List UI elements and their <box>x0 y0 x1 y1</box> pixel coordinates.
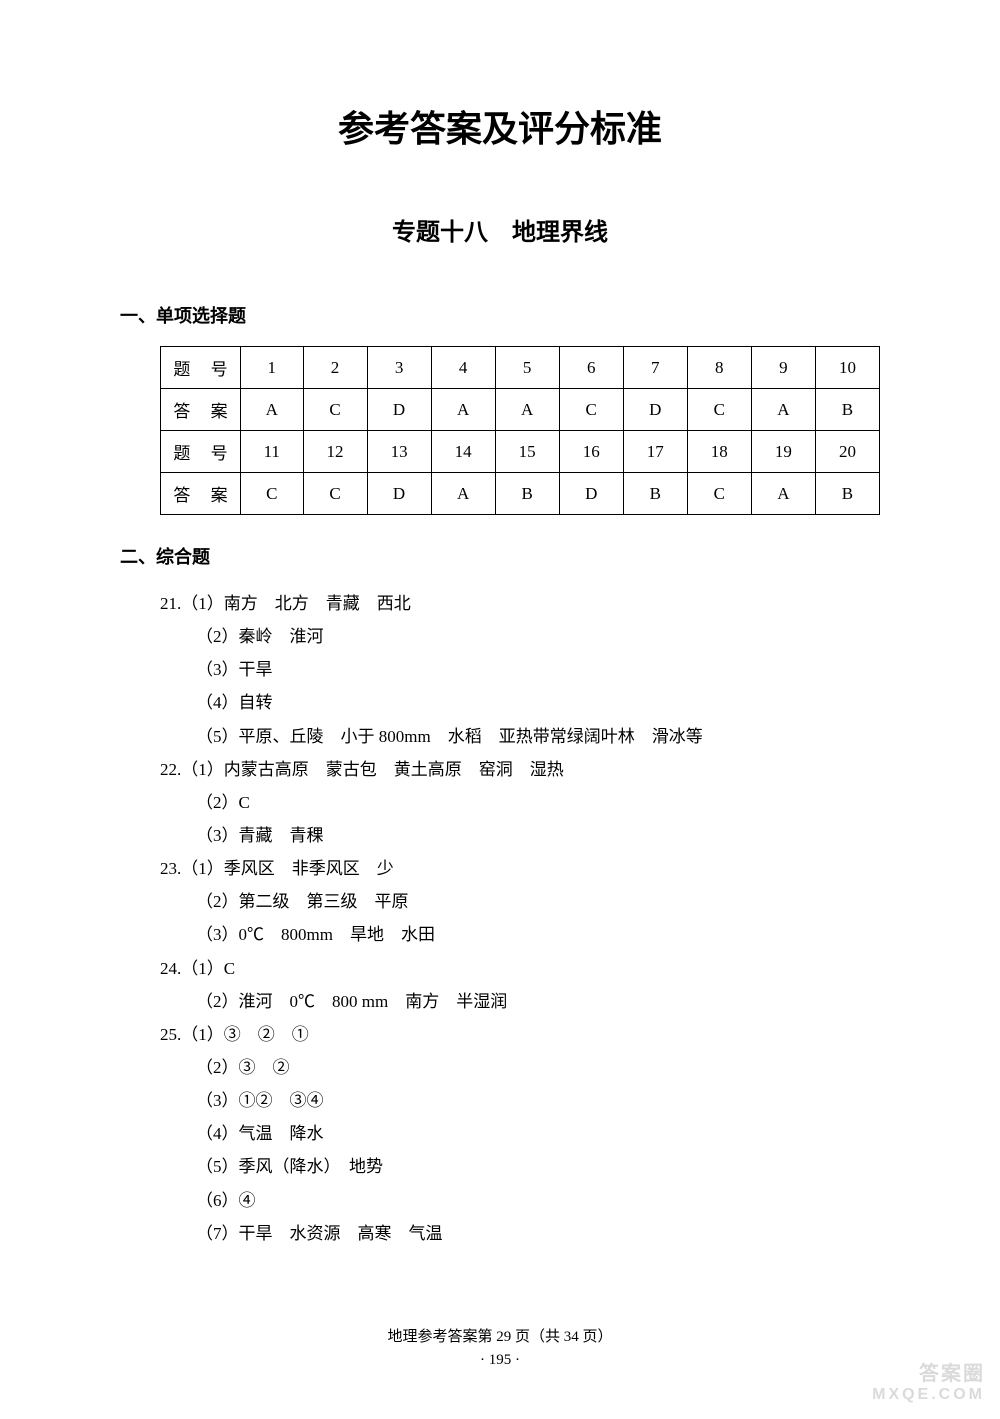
footer-line1: 地理参考答案第 29 页（共 34 页） <box>0 1325 1000 1346</box>
q-num-cell: 8 <box>687 347 751 389</box>
q-part: （2）秦岭 淮河 <box>160 620 880 653</box>
q-num-cell: 13 <box>367 431 431 473</box>
q-part: （2）淮河 0℃ 800 mm 南方 半湿润 <box>160 985 880 1018</box>
q-num-cell: 16 <box>559 431 623 473</box>
footer-page: · 195 · <box>0 1352 1000 1369</box>
row-label: 答 案 <box>161 389 241 431</box>
q-number: 22. <box>160 760 181 779</box>
ans-cell: D <box>367 389 431 431</box>
question-item: 22.（1）内蒙古高原 蒙古包 黄土高原 窑洞 湿热 （2）C （3）青藏 青稞 <box>160 753 880 852</box>
q-num-cell: 20 <box>815 431 879 473</box>
q-part: （4）自转 <box>160 686 880 719</box>
q-part: （3）青藏 青稞 <box>160 819 880 852</box>
table-row: 题 号 11 12 13 14 15 16 17 18 19 20 <box>161 431 880 473</box>
q-part: （3）①② ③④ <box>160 1084 880 1117</box>
footer: 地理参考答案第 29 页（共 34 页） · 195 · <box>0 1325 1000 1369</box>
row-label: 题 号 <box>161 431 241 473</box>
q-num-cell: 11 <box>241 431 304 473</box>
table-row: 答 案 A C D A A C D C A B <box>161 389 880 431</box>
q-num-cell: 2 <box>303 347 367 389</box>
answer-list: 21.（1）南方 北方 青藏 西北 （2）秦岭 淮河 （3）干旱 （4）自转 （… <box>160 587 880 1250</box>
sub-title: 专题十八 地理界线 <box>120 212 880 247</box>
q-part: （2）C <box>160 786 880 819</box>
q-number: 24. <box>160 959 181 978</box>
q-part: （1）C <box>181 959 235 978</box>
q-num-cell: 10 <box>815 347 879 389</box>
ans-cell: C <box>687 389 751 431</box>
table-row: 题 号 1 2 3 4 5 6 7 8 9 10 <box>161 347 880 389</box>
q-num-cell: 15 <box>495 431 559 473</box>
q-part: （1）南方 北方 青藏 西北 <box>181 594 411 613</box>
answer-table: 题 号 1 2 3 4 5 6 7 8 9 10 答 案 A C D A A C… <box>160 346 880 515</box>
q-number: 21. <box>160 594 181 613</box>
question-item: 21.（1）南方 北方 青藏 西北 （2）秦岭 淮河 （3）干旱 （4）自转 （… <box>160 587 880 753</box>
question-item: 25.（1）③ ② ① （2）③ ② （3）①② ③④ （4）气温 降水 （5）… <box>160 1018 880 1250</box>
q-num-cell: 4 <box>431 347 495 389</box>
q-part: （5）季风（降水） 地势 <box>160 1150 880 1183</box>
ans-cell: C <box>687 473 751 515</box>
ans-cell: D <box>367 473 431 515</box>
ans-cell: C <box>241 473 304 515</box>
ans-cell: B <box>815 389 879 431</box>
q-num-cell: 5 <box>495 347 559 389</box>
ans-cell: A <box>751 389 815 431</box>
section2-header: 二、综合题 <box>120 543 880 569</box>
q-num-cell: 7 <box>623 347 687 389</box>
ans-cell: B <box>495 473 559 515</box>
q-num-cell: 14 <box>431 431 495 473</box>
watermark: 答案圈 MXQE.COM <box>872 1357 985 1404</box>
question-item: 24.（1）C （2）淮河 0℃ 800 mm 南方 半湿润 <box>160 952 880 1018</box>
q-num-cell: 18 <box>687 431 751 473</box>
question-item: 23.（1）季风区 非季风区 少 （2）第二级 第三级 平原 （3）0℃ 800… <box>160 852 880 951</box>
table-row: 答 案 C C D A B D B C A B <box>161 473 880 515</box>
q-part: （3）0℃ 800mm 旱地 水田 <box>160 918 880 951</box>
q-part: （3）干旱 <box>160 653 880 686</box>
q-part: （1）内蒙古高原 蒙古包 黄土高原 窑洞 湿热 <box>181 760 564 779</box>
q-num-cell: 6 <box>559 347 623 389</box>
q-num-cell: 9 <box>751 347 815 389</box>
section1-header: 一、单项选择题 <box>120 302 880 328</box>
watermark-bottom: MXQE.COM <box>872 1386 985 1404</box>
ans-cell: D <box>559 473 623 515</box>
ans-cell: A <box>431 389 495 431</box>
q-number: 25. <box>160 1025 181 1044</box>
ans-cell: A <box>431 473 495 515</box>
q-part: （1）季风区 非季风区 少 <box>181 859 394 878</box>
q-num-cell: 19 <box>751 431 815 473</box>
ans-cell: C <box>303 473 367 515</box>
main-title: 参考答案及评分标准 <box>120 100 880 152</box>
ans-cell: B <box>815 473 879 515</box>
ans-cell: B <box>623 473 687 515</box>
ans-cell: C <box>559 389 623 431</box>
q-part: （7）干旱 水资源 高寒 气温 <box>160 1217 880 1250</box>
q-num-cell: 12 <box>303 431 367 473</box>
ans-cell: A <box>751 473 815 515</box>
q-number: 23. <box>160 859 181 878</box>
ans-cell: C <box>303 389 367 431</box>
ans-cell: A <box>495 389 559 431</box>
q-part: （6）④ <box>160 1184 880 1217</box>
q-num-cell: 1 <box>241 347 304 389</box>
q-part: （4）气温 降水 <box>160 1117 880 1150</box>
watermark-top: 答案圈 <box>872 1357 985 1386</box>
q-part: （2）③ ② <box>160 1051 880 1084</box>
ans-cell: D <box>623 389 687 431</box>
q-part: （1）③ ② ① <box>181 1025 309 1044</box>
ans-cell: A <box>241 389 304 431</box>
q-num-cell: 3 <box>367 347 431 389</box>
q-num-cell: 17 <box>623 431 687 473</box>
row-label: 答 案 <box>161 473 241 515</box>
q-part: （2）第二级 第三级 平原 <box>160 885 880 918</box>
row-label: 题 号 <box>161 347 241 389</box>
q-part: （5）平原、丘陵 小于 800mm 水稻 亚热带常绿阔叶林 滑冰等 <box>160 720 880 753</box>
